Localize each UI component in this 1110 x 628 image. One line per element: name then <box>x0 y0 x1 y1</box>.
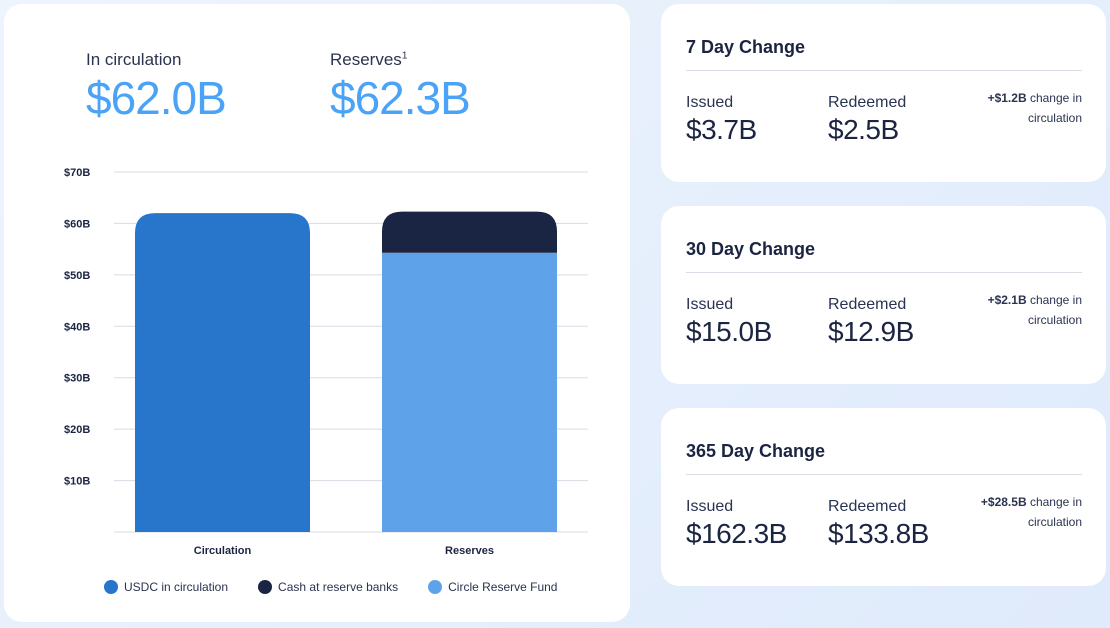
redeemed-label: Redeemed <box>828 94 907 111</box>
net-change-value: +$1.2B <box>987 91 1027 105</box>
issued-label: Issued <box>686 296 734 313</box>
redeemed-stat: Redeemed $133.8B <box>828 498 929 550</box>
issued-value: $3.7B <box>686 114 757 145</box>
redeemed-value: $133.8B <box>828 518 929 549</box>
divider <box>686 474 1082 475</box>
supply-chart-card: In circulation $62.0B Reserves1 $62.3B $… <box>4 4 630 622</box>
change-card-title: 7 Day Change <box>686 37 806 57</box>
y-tick-label: $20B <box>64 424 90 436</box>
reserves-label-wrap: Reserves1 <box>330 50 470 70</box>
issued-label: Issued <box>686 498 734 515</box>
redeemed-value: $12.9B <box>828 316 914 347</box>
y-tick-label: $40B <box>64 321 90 333</box>
net-change-value: +$28.5B <box>980 495 1027 509</box>
redeemed-stat: Redeemed $2.5B <box>828 94 906 146</box>
reserves-stat: Reserves1 $62.3B <box>330 50 471 124</box>
y-tick-label: $60B <box>64 218 90 230</box>
circulation-label: In circulation <box>86 50 182 69</box>
legend-label-cash: Cash at reserve banks <box>278 580 399 594</box>
circulation-stat: In circulation $62.0B <box>86 50 227 124</box>
issued-stat: Issued $162.3B <box>686 498 787 550</box>
y-tick-label: $10B <box>64 476 90 488</box>
net-change-text: change in circulation <box>1026 293 1082 327</box>
bar-cash-at-reserve-banks <box>382 211 557 253</box>
change-card-30-day: 30 Day Change Issued $15.0B Redeemed $12… <box>661 206 1106 384</box>
y-tick-label: $70B <box>64 167 90 179</box>
net-change-text: change in circulation <box>1026 91 1082 125</box>
net-change: +$28.5B change in circulation <box>942 492 1082 532</box>
redeemed-value: $2.5B <box>828 114 899 145</box>
reserves-value: $62.3B <box>330 72 471 124</box>
legend-item-fund: Circle Reserve Fund <box>428 580 557 594</box>
net-change: +$2.1B change in circulation <box>942 290 1082 330</box>
issued-stat: Issued $3.7B <box>686 94 757 146</box>
change-card-365-day: 365 Day Change Issued $162.3B Redeemed $… <box>661 408 1106 586</box>
chart-legend: USDC in circulation Cash at reserve bank… <box>104 580 557 594</box>
change-card-title: 30 Day Change <box>686 239 816 259</box>
divider <box>686 70 1082 71</box>
redeemed-label: Redeemed <box>828 296 907 313</box>
legend-item-cash: Cash at reserve banks <box>258 580 398 594</box>
bar-chart: $10B $20B $30B $40B $50B $60B $70B Circulation R… <box>64 167 588 557</box>
x-tick-label: Reserves <box>445 545 494 557</box>
legend-label-fund: Circle Reserve Fund <box>448 580 558 594</box>
y-tick-label: $50B <box>64 270 90 282</box>
x-tick-label: Circulation <box>194 545 252 557</box>
issued-stat: Issued $15.0B <box>686 296 772 348</box>
reserves-footnote-link[interactable]: 1 <box>401 50 408 62</box>
legend-item-circulation: USDC in circulation <box>104 580 228 594</box>
net-change: +$1.2B change in circulation <box>942 88 1082 128</box>
legend-swatch-circulation <box>104 580 118 594</box>
legend-swatch-cash <box>258 580 273 594</box>
legend-swatch-fund <box>428 580 443 594</box>
bar-circle-reserve-fund <box>382 252 557 532</box>
divider <box>686 272 1082 273</box>
reserves-label: Reserves <box>330 50 402 69</box>
y-tick-label: $30B <box>64 373 90 385</box>
circulation-value: $62.0B <box>86 72 227 124</box>
legend-label-circulation: USDC in circulation <box>124 580 229 594</box>
issued-label: Issued <box>686 94 734 111</box>
net-change-text: change in circulation <box>1026 495 1082 529</box>
bar-usdc-in-circulation <box>135 213 310 532</box>
net-change-value: +$2.1B <box>987 293 1027 307</box>
issued-value: $162.3B <box>686 518 787 549</box>
redeemed-stat: Redeemed $12.9B <box>828 296 914 348</box>
change-card-title: 365 Day Change <box>686 441 826 461</box>
redeemed-label: Redeemed <box>828 498 907 515</box>
change-card-7-day: 7 Day Change Issued $3.7B Redeemed $2.5B… <box>661 4 1106 182</box>
issued-value: $15.0B <box>686 316 772 347</box>
